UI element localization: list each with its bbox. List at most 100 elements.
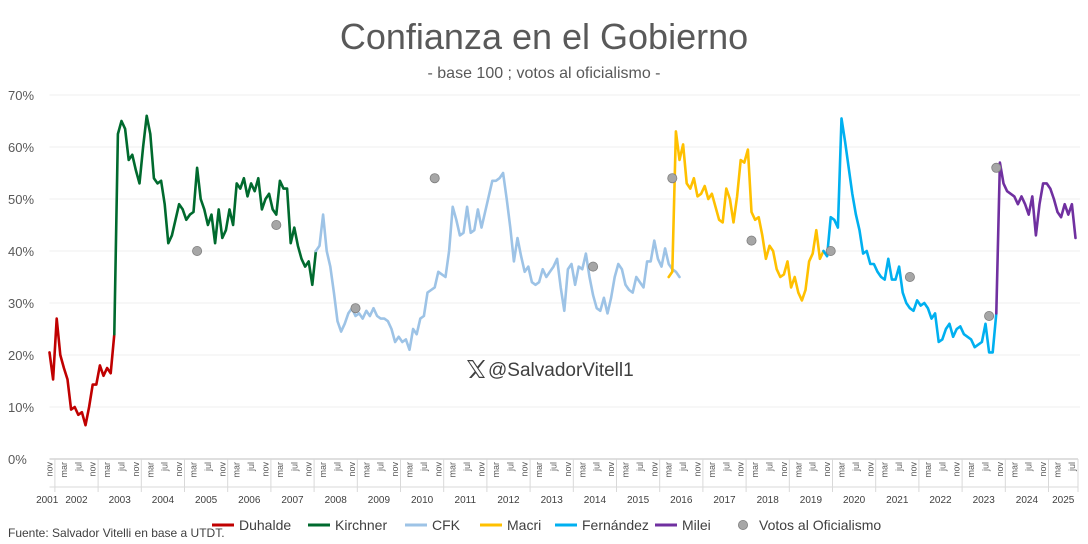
x-year-label: 2025	[1052, 495, 1075, 506]
x-tick-label: jul	[160, 462, 170, 472]
x-tick-label: mar	[1009, 462, 1019, 478]
x-tick-label: nov	[649, 462, 659, 477]
legend-label: Duhalde	[239, 517, 291, 533]
x-tick-label: mar	[534, 462, 544, 478]
x-tick-label: jul	[894, 462, 904, 472]
x-tick-label: nov	[909, 462, 919, 477]
vote-marker	[588, 261, 599, 272]
x-tick-label: jul	[505, 462, 515, 472]
x-logo-icon	[467, 360, 485, 378]
x-tick-label: jul	[246, 462, 256, 472]
x-tick-label: jul	[1067, 462, 1077, 472]
vote-marker	[667, 173, 678, 184]
x-tick-label: nov	[477, 462, 487, 477]
x-tick-label: jul	[721, 462, 731, 472]
x-tick-label: jul	[1024, 462, 1034, 472]
x-tick-label: nov	[390, 462, 400, 477]
x-tick-label: mar	[318, 462, 328, 478]
plot-area	[48, 114, 1077, 427]
legend-label: Macri	[507, 517, 541, 533]
x-tick-label: mar	[491, 462, 501, 478]
x-year-label: 2019	[800, 495, 823, 506]
x-tick-label: mar	[448, 462, 458, 478]
x-tick-label: nov	[736, 462, 746, 477]
x-tick-label: mar	[577, 462, 587, 478]
x-tick-label: mar	[793, 462, 803, 478]
x-tick-label: mar	[750, 462, 760, 478]
x-tick-label: jul	[937, 462, 947, 472]
x-tick-label: nov	[693, 462, 703, 477]
x-year-label: 2011	[455, 495, 477, 506]
legend-label: Kirchner	[335, 517, 387, 533]
x-tick-label: jul	[678, 462, 688, 472]
x-tick-label: jul	[117, 462, 127, 472]
x-year-label: 2009	[368, 495, 391, 506]
x-tick-label: mar	[405, 462, 415, 478]
vote-marker	[991, 162, 1002, 173]
vote-marker	[746, 235, 757, 246]
y-tick-label: 20%	[8, 348, 34, 363]
x-tick-label: mar	[189, 462, 199, 478]
x-tick-label: jul	[851, 462, 861, 472]
vote-marker	[825, 245, 836, 256]
y-tick-label: 0%	[8, 452, 27, 467]
x-year-label: 2007	[281, 495, 304, 506]
x-tick-label: nov	[822, 462, 832, 477]
x-year-label: 2017	[713, 495, 736, 506]
x-tick-label: nov	[174, 462, 184, 477]
x-tick-label: nov	[347, 462, 357, 477]
x-tick-label: mar	[837, 462, 847, 478]
x-tick-label: jul	[549, 462, 559, 472]
x-tick-label: mar	[966, 462, 976, 478]
x-tick-label: mar	[880, 462, 890, 478]
y-axis: 0% 10% 20% 30% 40% 50% 60% 70%	[8, 88, 1080, 467]
x-tick-label: jul	[635, 462, 645, 472]
x-year-label: 2016	[670, 495, 693, 506]
x-year-label: 2022	[929, 495, 952, 506]
x-year-label: 2008	[325, 495, 348, 506]
legend-swatch	[738, 520, 749, 531]
x-tick-label: nov	[131, 462, 141, 477]
x-tick-label: mar	[232, 462, 242, 478]
x-year-label: 2001	[36, 495, 59, 506]
x-year-label: 2014	[584, 495, 607, 506]
vote-marker	[192, 245, 203, 256]
x-tick-label: mar	[275, 462, 285, 478]
x-year-label: 2021	[886, 495, 909, 506]
chart-title: Confianza en el Gobierno	[340, 16, 748, 57]
x-tick-label: mar	[102, 462, 112, 478]
x-tick-label: nov	[261, 462, 271, 477]
x-tick-label: mar	[923, 462, 933, 478]
vote-marker	[904, 271, 915, 282]
x-year-label: 2003	[109, 495, 132, 506]
legend: Duhalde Kirchner CFK Macri Fernández Milei Vot…	[212, 517, 881, 533]
x-year-label: 2015	[627, 495, 650, 506]
series-line-macri	[667, 130, 825, 302]
x-tick-label: jul	[981, 462, 991, 472]
legend-label: Fernández	[582, 517, 649, 533]
vote-marker	[350, 303, 361, 314]
x-tick-label: mar	[59, 462, 69, 478]
x-year-label: 2006	[238, 495, 261, 506]
x-tick-label: mar	[664, 462, 674, 478]
x-year-label: 2018	[757, 495, 780, 506]
x-tick-label: jul	[765, 462, 775, 472]
x-tick-label: nov	[45, 462, 55, 477]
x-year-label: 2013	[541, 495, 564, 506]
vote-marker	[984, 310, 995, 321]
x-tick-label: jul	[462, 462, 472, 472]
x-tick-label: jul	[376, 462, 386, 472]
x-tick-label: nov	[217, 462, 227, 477]
x-axis: nov mar jul nov mar jul nov mar jul nov mar jul nov m…	[36, 458, 1079, 506]
watermark-handle: @SalvadorVitell1	[488, 360, 634, 381]
y-tick-label: 60%	[8, 140, 34, 155]
vote-marker	[429, 173, 440, 184]
x-tick-label: jul	[73, 462, 83, 472]
x-tick-label: jul	[592, 462, 602, 472]
legend-label: CFK	[432, 517, 461, 533]
x-tick-label: nov	[520, 462, 530, 477]
x-tick-label: jul	[203, 462, 213, 472]
x-year-label: 2002	[65, 495, 88, 506]
y-tick-label: 70%	[8, 88, 34, 103]
